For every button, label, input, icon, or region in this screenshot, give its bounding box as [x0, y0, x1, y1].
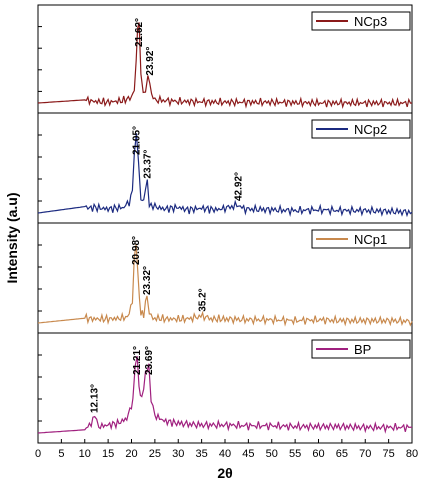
- x-tick-label: 75: [383, 448, 395, 460]
- series-line-ncp3: [37, 22, 413, 109]
- x-tick-label: 60: [312, 448, 324, 460]
- series-line-ncp2: [37, 133, 413, 218]
- legend-label: NCp1: [354, 232, 387, 247]
- x-tick-label: 45: [242, 448, 254, 460]
- x-tick-label: 0: [35, 448, 41, 460]
- x-tick-label: 65: [336, 448, 348, 460]
- peak-label: 23.37°: [142, 150, 153, 179]
- x-axis-label: 2θ: [217, 465, 232, 481]
- peak-label: 21.05°: [131, 126, 142, 155]
- peak-label: 23.92°: [145, 47, 156, 76]
- x-tick-label: 40: [219, 448, 231, 460]
- y-axis-label: Intensity (a.u): [4, 192, 20, 284]
- series-line-bp: [37, 355, 413, 434]
- legend-label: NCp2: [354, 122, 387, 137]
- x-tick-label: 15: [102, 448, 114, 460]
- peak-label: 42.92°: [234, 172, 245, 201]
- legend-label: NCp3: [354, 14, 387, 29]
- x-tick-label: 30: [172, 448, 184, 460]
- series-line-ncp1: [37, 244, 413, 327]
- x-tick-label: 55: [289, 448, 301, 460]
- peak-label: 12.13°: [90, 384, 101, 413]
- x-tick-label: 25: [149, 448, 161, 460]
- peak-label: 23.32°: [142, 266, 153, 295]
- x-tick-label: 10: [79, 448, 91, 460]
- legend-box: [311, 119, 411, 139]
- legend-box: [311, 11, 411, 31]
- legend-box: [311, 229, 411, 249]
- x-tick-label: 80: [406, 448, 418, 460]
- legend-label: BP: [354, 342, 371, 357]
- x-tick-label: 70: [359, 448, 371, 460]
- peak-label: 23.69°: [144, 346, 155, 375]
- legend-box: [311, 339, 411, 359]
- x-tick-label: 20: [125, 448, 137, 460]
- peak-label: 21.62°: [134, 18, 145, 47]
- peak-label: 21.21°: [132, 346, 143, 375]
- peak-label: 20.98°: [131, 236, 142, 265]
- x-tick-label: 5: [58, 448, 64, 460]
- x-tick-label: 35: [196, 448, 208, 460]
- x-tick-label: 50: [266, 448, 278, 460]
- peak-label: 35.2°: [198, 288, 209, 311]
